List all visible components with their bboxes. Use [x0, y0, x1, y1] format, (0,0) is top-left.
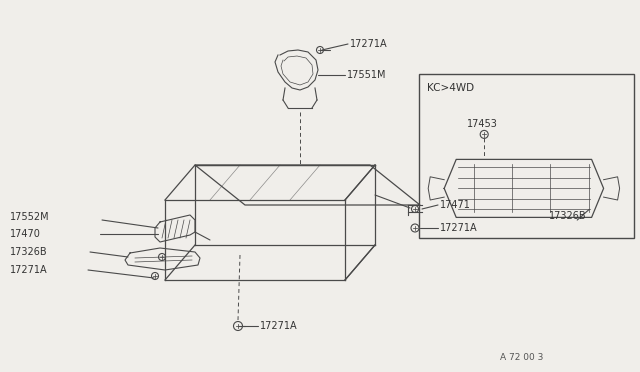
Text: A 72 00 3: A 72 00 3 — [500, 353, 543, 362]
Text: 17471: 17471 — [440, 200, 471, 210]
Text: 17271A: 17271A — [10, 265, 47, 275]
Text: 17326B: 17326B — [549, 211, 587, 221]
Text: 17453: 17453 — [467, 119, 498, 129]
Text: 17271A: 17271A — [350, 39, 388, 49]
Text: 17271A: 17271A — [260, 321, 298, 331]
Text: 17271A: 17271A — [440, 223, 477, 233]
Text: KC>4WD: KC>4WD — [428, 83, 474, 93]
Text: 17551M: 17551M — [347, 70, 387, 80]
Text: 17552M: 17552M — [10, 212, 50, 222]
Text: 17326B: 17326B — [10, 247, 47, 257]
Bar — [419, 74, 634, 238]
Text: 17470: 17470 — [10, 229, 41, 239]
